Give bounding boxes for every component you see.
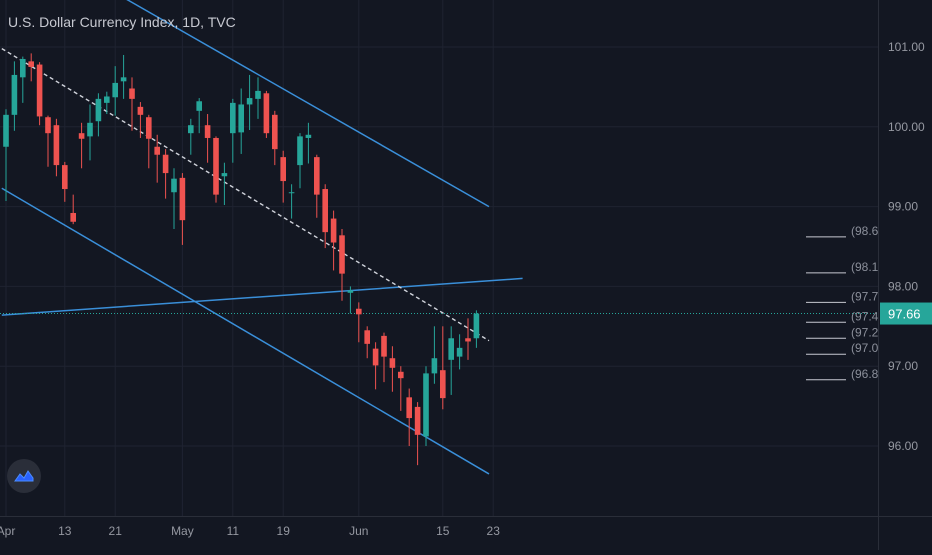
candle-body <box>414 406 421 435</box>
candle-body <box>20 58 26 78</box>
candle-body <box>280 157 286 182</box>
trendline-upper-channel <box>126 0 490 208</box>
fib-level-label: (97.7 <box>851 289 879 303</box>
candle-body <box>95 98 102 122</box>
fib-level-label: (96.8 <box>851 367 879 381</box>
candle-body <box>406 397 412 419</box>
candle-body <box>456 347 463 357</box>
candle-body <box>330 218 337 243</box>
candle-body <box>356 308 362 315</box>
candle-body <box>179 177 186 221</box>
candle-body <box>3 114 9 147</box>
candle-body <box>188 125 194 134</box>
candle-body <box>305 134 312 138</box>
candle-body <box>36 64 43 117</box>
x-tick-label: May <box>171 524 194 538</box>
y-tick-label: 98.00 <box>888 279 918 293</box>
current-price-label: 97.66 <box>888 307 921 322</box>
candle-body <box>448 338 454 360</box>
candle-body <box>288 192 295 194</box>
fib-level-label: (97.4 <box>851 309 879 323</box>
candle-body <box>78 133 85 139</box>
candle-body <box>297 136 303 166</box>
candle-body <box>272 114 278 150</box>
candle-body <box>87 122 93 137</box>
candle-body <box>473 313 480 339</box>
candle-body <box>104 96 110 103</box>
candle-body <box>213 137 219 195</box>
candle-body <box>112 82 118 98</box>
trendline-midline <box>1 47 490 342</box>
candle-body <box>62 165 68 190</box>
candle-body <box>322 189 328 233</box>
x-tick-label: 15 <box>436 524 450 538</box>
candle-body <box>238 104 244 133</box>
trendline-flat-line <box>1 277 523 316</box>
candle-body <box>120 77 127 82</box>
candle-body <box>196 101 202 111</box>
candle-body <box>372 348 379 366</box>
x-tick-label: 19 <box>277 524 291 538</box>
candle-body <box>53 125 60 166</box>
candle-body <box>45 117 51 134</box>
candle-body <box>339 235 345 274</box>
x-tick-label: 21 <box>109 524 123 538</box>
x-tick-label: Jun <box>349 524 368 538</box>
x-tick-label: 23 <box>487 524 501 538</box>
candle-body <box>162 154 169 174</box>
candle-body <box>28 61 34 67</box>
candle-body <box>129 88 135 99</box>
candle-body <box>146 117 152 139</box>
candle-body <box>137 106 144 115</box>
candle-body <box>314 157 320 195</box>
candle-body <box>255 90 261 99</box>
candle-body <box>154 146 160 155</box>
candle-body <box>381 335 387 357</box>
y-tick-label: 101.00 <box>888 40 925 54</box>
x-tick-label: 13 <box>58 524 72 538</box>
candle-body <box>465 338 471 342</box>
y-tick-label: 99.00 <box>888 200 918 214</box>
fib-level-label: (98.6 <box>851 224 879 238</box>
candle-body <box>398 371 404 379</box>
fib-level-label: (98.1 <box>851 260 879 274</box>
candle-body <box>263 93 270 134</box>
x-tick-label: 11 <box>227 524 240 538</box>
candle-body <box>389 358 396 368</box>
current-price-badge <box>880 302 932 325</box>
fib-level-label: (97.0 <box>851 341 879 355</box>
candle-body <box>246 98 253 105</box>
candle-body <box>431 358 438 374</box>
candle-body <box>171 178 177 193</box>
chart-title: U.S. Dollar Currency Index, 1D, TVC <box>8 14 236 30</box>
candle-body <box>70 212 76 222</box>
candle-body <box>423 373 429 437</box>
y-tick-label: 96.00 <box>888 439 918 453</box>
candle-body <box>347 290 354 293</box>
candle-body <box>204 125 211 138</box>
tradingview-logo-icon[interactable] <box>7 459 41 493</box>
candle-body <box>221 173 228 177</box>
candle-body <box>11 74 18 115</box>
y-tick-label: 97.00 <box>888 359 918 373</box>
x-tick-label: Apr <box>0 524 15 538</box>
candle-body <box>230 102 236 134</box>
y-tick-label: 100.00 <box>888 120 925 134</box>
candle-body <box>364 330 370 344</box>
fib-level-label: (97.2 <box>851 325 879 339</box>
candle-body <box>440 370 446 399</box>
trendline-lower-channel <box>1 187 490 475</box>
